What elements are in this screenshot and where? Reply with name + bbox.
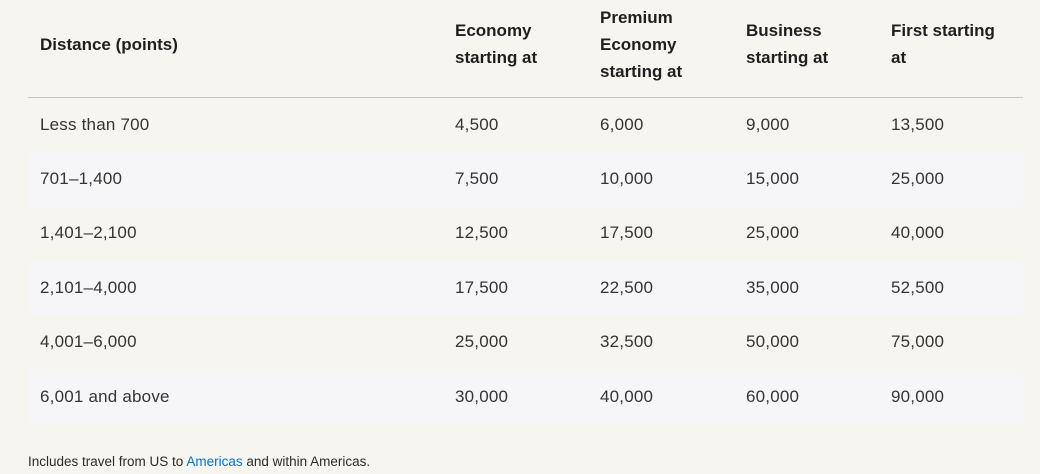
business-cell: 9,000 — [746, 114, 790, 134]
table-row: 4,001–6,000 25,000 32,500 50,000 75,000 — [28, 315, 1023, 370]
footnote-text-after: and within Americas. — [242, 454, 371, 469]
business-cell: 15,000 — [734, 151, 879, 206]
table-row: 2,101–4,000 17,500 22,500 35,000 52,500 — [28, 260, 1023, 315]
business-cell: 50,000 — [746, 332, 800, 352]
distance-cell: 4,001–6,000 — [40, 332, 137, 352]
table-row: Less than 700 4,500 6,000 9,000 13,500 — [28, 97, 1023, 152]
distance-cell: 6,001 and above — [28, 369, 443, 424]
column-header-label: Economy starting at — [455, 21, 538, 68]
premium-economy-cell: 40,000 — [588, 369, 734, 424]
footnote-text-before: Includes travel from US to — [28, 454, 187, 469]
economy-cell: 17,500 — [443, 260, 588, 315]
table-header-row: Distance (points) Economy starting at Pr… — [28, 0, 1023, 98]
premium-economy-cell: 10,000 — [588, 151, 734, 206]
premium-economy-cell: 6,000 — [600, 114, 644, 134]
first-cell: 52,500 — [879, 260, 1023, 315]
column-header-label: Premium Economy starting at — [600, 7, 683, 81]
business-cell: 25,000 — [746, 223, 800, 243]
first-cell: 40,000 — [891, 223, 945, 243]
business-cell: 60,000 — [734, 369, 879, 424]
distance-cell: 2,101–4,000 — [28, 260, 443, 315]
table-row: 701–1,400 7,500 10,000 15,000 25,000 — [28, 151, 1023, 206]
economy-cell: 7,500 — [443, 151, 588, 206]
economy-cell: 25,000 — [455, 332, 509, 352]
first-cell: 25,000 — [879, 151, 1023, 206]
premium-economy-cell: 32,500 — [600, 332, 654, 352]
first-cell: 90,000 — [879, 369, 1023, 424]
column-header-label: Business starting at — [746, 21, 829, 68]
column-header-label: Distance (points) — [40, 34, 178, 54]
business-cell: 35,000 — [734, 260, 879, 315]
first-cell: 13,500 — [891, 114, 945, 134]
first-cell: 75,000 — [891, 332, 945, 352]
economy-cell: 12,500 — [455, 223, 509, 243]
economy-cell: 30,000 — [443, 369, 588, 424]
column-header-label: First starting at — [891, 21, 995, 68]
column-header-business: Business starting at — [734, 0, 879, 98]
distance-cell: 1,401–2,100 — [40, 223, 137, 243]
premium-economy-cell: 22,500 — [588, 260, 734, 315]
americas-link[interactable]: Americas — [186, 454, 243, 469]
column-header-premium-economy: Premium Economy starting at — [588, 0, 734, 98]
table-row: 1,401–2,100 12,500 17,500 25,000 40,000 — [28, 206, 1023, 261]
distance-cell: 701–1,400 — [28, 151, 443, 206]
table-row: 6,001 and above 30,000 40,000 60,000 90,… — [28, 369, 1023, 424]
column-header-economy: Economy starting at — [443, 0, 588, 98]
award-distance-pricing-table: Distance (points) Economy starting at Pr… — [28, 0, 1023, 424]
economy-cell: 4,500 — [455, 114, 499, 134]
column-header-first: First starting at — [879, 0, 1023, 98]
column-header-distance: Distance (points) — [28, 0, 443, 98]
table-footnote: Includes travel from US to Americas and … — [28, 454, 1040, 469]
premium-economy-cell: 17,500 — [600, 223, 654, 243]
distance-cell: Less than 700 — [40, 114, 150, 134]
